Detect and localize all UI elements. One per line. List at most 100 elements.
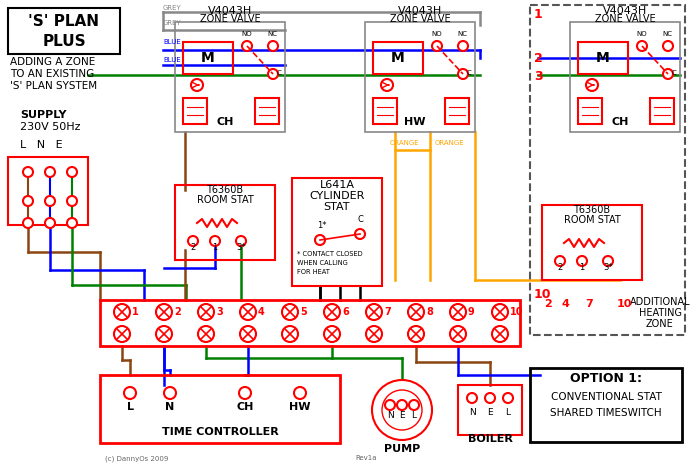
Circle shape: [198, 304, 214, 320]
Circle shape: [382, 390, 422, 430]
Text: NO: NO: [241, 31, 252, 37]
Text: L: L: [411, 411, 417, 420]
Text: 2: 2: [190, 243, 196, 252]
Bar: [445, 98, 469, 124]
Circle shape: [503, 393, 513, 403]
Circle shape: [397, 400, 407, 410]
Circle shape: [242, 41, 252, 51]
Text: ORANGE: ORANGE: [435, 140, 464, 146]
Text: CYLINDER: CYLINDER: [309, 191, 365, 201]
Bar: [650, 98, 674, 124]
Bar: [458, 385, 522, 435]
Text: M: M: [201, 51, 215, 65]
Circle shape: [381, 79, 393, 91]
Text: 9: 9: [468, 307, 475, 317]
Text: PLUS: PLUS: [42, 35, 86, 50]
Text: V4043H: V4043H: [398, 6, 442, 16]
Text: ORANGE: ORANGE: [390, 140, 420, 146]
Text: L: L: [126, 402, 133, 412]
Bar: [100, 375, 340, 443]
Text: 2: 2: [544, 299, 552, 309]
Text: SHARED TIMESWITCH: SHARED TIMESWITCH: [550, 408, 662, 418]
Text: T6360B: T6360B: [206, 185, 244, 195]
Circle shape: [432, 41, 442, 51]
Circle shape: [366, 326, 382, 342]
Text: M: M: [596, 51, 610, 65]
Circle shape: [156, 304, 172, 320]
Circle shape: [663, 69, 673, 79]
Circle shape: [555, 256, 565, 266]
Circle shape: [408, 326, 424, 342]
Circle shape: [315, 235, 325, 245]
Text: TIME CONTROLLER: TIME CONTROLLER: [161, 427, 278, 437]
Circle shape: [408, 304, 424, 320]
Text: C: C: [277, 70, 282, 76]
Bar: [530, 5, 685, 335]
Circle shape: [603, 256, 613, 266]
Text: GREY: GREY: [163, 20, 181, 26]
Bar: [542, 205, 642, 280]
Circle shape: [198, 326, 214, 342]
Bar: [183, 98, 207, 124]
Text: 2: 2: [174, 307, 181, 317]
Text: 1: 1: [534, 8, 543, 21]
Text: PUMP: PUMP: [384, 444, 420, 454]
Circle shape: [485, 393, 495, 403]
Text: ZONE: ZONE: [646, 319, 674, 329]
Text: Rev1a: Rev1a: [355, 455, 377, 461]
Text: N: N: [166, 402, 175, 412]
Text: 1: 1: [580, 263, 584, 272]
Bar: [175, 185, 275, 260]
Text: 3: 3: [216, 307, 223, 317]
Circle shape: [586, 79, 598, 91]
Text: N: N: [469, 408, 475, 417]
Text: V4043H: V4043H: [603, 6, 647, 16]
Bar: [175, 22, 285, 132]
Text: L: L: [506, 408, 511, 417]
Circle shape: [236, 236, 246, 246]
Bar: [8, 157, 88, 225]
Bar: [530, 368, 682, 442]
Text: BOILER: BOILER: [468, 434, 513, 444]
Circle shape: [282, 304, 298, 320]
Circle shape: [45, 167, 55, 177]
Text: SUPPLY: SUPPLY: [20, 110, 66, 120]
Bar: [255, 98, 279, 124]
Text: BLUE: BLUE: [163, 57, 181, 63]
Circle shape: [450, 326, 466, 342]
Circle shape: [577, 256, 587, 266]
Text: 3*: 3*: [603, 263, 613, 272]
Circle shape: [458, 69, 468, 79]
Text: 2: 2: [534, 52, 543, 65]
Circle shape: [282, 326, 298, 342]
Text: 230V 50Hz: 230V 50Hz: [20, 122, 81, 132]
Circle shape: [492, 326, 508, 342]
Bar: [100, 300, 520, 346]
Text: NO: NO: [636, 31, 647, 37]
Text: L   N   E: L N E: [20, 140, 63, 150]
Circle shape: [458, 41, 468, 51]
Circle shape: [372, 380, 432, 440]
Text: E: E: [400, 411, 405, 420]
Bar: [365, 22, 475, 132]
Text: 10: 10: [510, 307, 524, 317]
Text: NC: NC: [457, 31, 467, 37]
Text: ZONE VALVE: ZONE VALVE: [199, 14, 260, 24]
Text: ZONE VALVE: ZONE VALVE: [390, 14, 451, 24]
Bar: [8, 8, 120, 54]
Circle shape: [67, 167, 77, 177]
Text: CONVENTIONAL STAT: CONVENTIONAL STAT: [551, 392, 662, 402]
Text: ADDING A ZONE: ADDING A ZONE: [10, 57, 95, 67]
Circle shape: [210, 236, 220, 246]
Text: BLUE: BLUE: [163, 39, 181, 45]
Text: * CONTACT CLOSED: * CONTACT CLOSED: [297, 251, 363, 257]
Circle shape: [191, 79, 203, 91]
Text: 3*: 3*: [236, 243, 246, 252]
Bar: [373, 98, 397, 124]
Text: C: C: [358, 215, 364, 224]
Text: C: C: [672, 70, 677, 76]
Bar: [570, 22, 680, 132]
Circle shape: [268, 41, 278, 51]
Text: NC: NC: [267, 31, 277, 37]
Circle shape: [492, 304, 508, 320]
